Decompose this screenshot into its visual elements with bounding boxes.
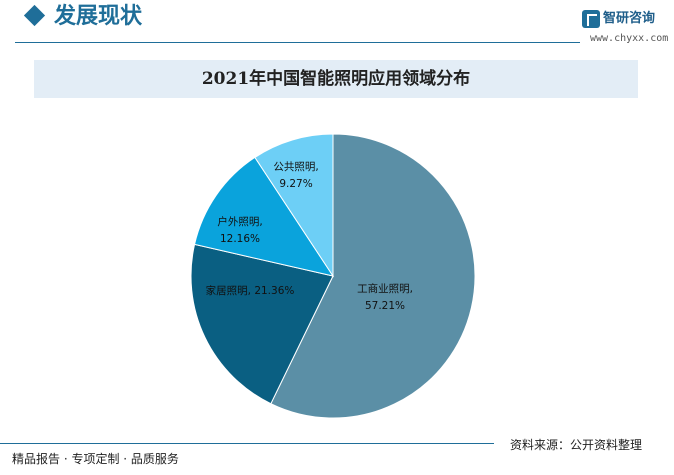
chart-title-band: 2021年中国智能照明应用领域分布 bbox=[34, 60, 638, 98]
header: 发展现状 智研咨询 www.chyxx.com bbox=[0, 0, 674, 50]
logo-name: 智研咨询 bbox=[603, 11, 656, 26]
pie-slice-2 bbox=[193, 156, 335, 277]
pie-slice-0 bbox=[270, 133, 476, 419]
slice-label-3: 公共照明, 9.27% bbox=[273, 161, 318, 190]
logo-icon bbox=[582, 10, 600, 28]
section-title: 发展现状 bbox=[54, 4, 143, 29]
chart-title: 2021年中国智能照明应用领域分布 bbox=[201, 69, 471, 89]
slice-label-0: 工商业照明, 57.21% bbox=[357, 282, 413, 312]
footer-divider bbox=[0, 443, 494, 444]
logo-url: www.chyxx.com bbox=[590, 33, 669, 44]
pie-slices bbox=[190, 133, 476, 419]
pie-slice-3 bbox=[254, 133, 334, 278]
footer-tagline: 精品报告 · 专项定制 · 品质服务 bbox=[12, 452, 179, 466]
pie-labels: 工商业照明, 57.21% 家居照明, 21.36% 户外照明, 12.16% 公共照明,… bbox=[206, 161, 413, 312]
pie-slice-1 bbox=[190, 243, 334, 405]
header-divider bbox=[15, 42, 580, 43]
slice-label-1: 家居照明, 21.36% bbox=[206, 284, 295, 297]
source-note: 资料来源：公开资料整理 bbox=[510, 438, 643, 452]
slice-label-2: 户外照明, 12.16% bbox=[217, 215, 262, 245]
logo: 智研咨询 www.chyxx.com bbox=[582, 10, 672, 50]
